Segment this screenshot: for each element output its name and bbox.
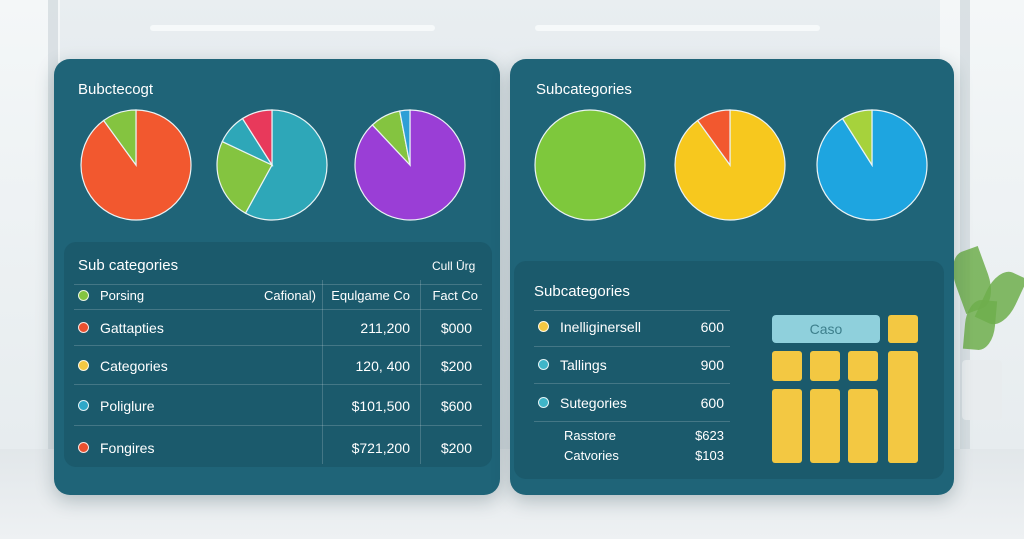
status-dot [78, 322, 89, 333]
subcategory-table: Sub categories Cull Ūrg Porsing Cafional… [64, 242, 492, 467]
bar-block [772, 351, 802, 381]
panel-title: Bubctecogt [78, 81, 154, 98]
plant-pot [962, 360, 1002, 420]
bar-block [810, 351, 840, 381]
footer-value: $623 [695, 428, 724, 443]
list-title: Subcategories [534, 283, 630, 300]
status-dot [78, 400, 89, 411]
table-title: Sub categories [78, 257, 179, 274]
table-header-name: Porsing [100, 288, 145, 303]
ceiling-light [150, 25, 435, 31]
list-item-value: 600 [700, 395, 724, 411]
status-dot [78, 290, 89, 301]
row-col2: $101,500 [351, 398, 410, 414]
list-item-name: Inelliginersell [560, 319, 641, 335]
row-col3: $600 [440, 398, 472, 414]
window-frame [48, 0, 58, 539]
pie-chart-blue [816, 109, 928, 221]
divider [74, 309, 482, 310]
row-name: Fongires [100, 440, 155, 456]
pie-slice [534, 109, 646, 221]
list-item-value: 900 [700, 357, 724, 373]
bar-block [888, 351, 918, 463]
pie-slice [696, 109, 731, 167]
table-header-col3: Fact Co [432, 288, 478, 303]
left-panel: Bubctecogt Sub categories Cull Ūrg Porsi… [54, 59, 500, 495]
row-name: Gattapties [100, 320, 164, 336]
bar-block [772, 389, 802, 463]
status-dot [78, 442, 89, 453]
pie-chart-teal [216, 109, 328, 221]
row-name: Categories [100, 358, 168, 374]
status-dot [538, 321, 549, 332]
column-divider [322, 280, 323, 464]
divider [74, 284, 482, 285]
pie-chart-orange [80, 109, 192, 221]
row-name: Poliglure [100, 398, 155, 414]
table-header-col2: Equlgame Co [331, 288, 410, 303]
divider [534, 310, 730, 311]
status-dot [538, 397, 549, 408]
pie-slice [398, 109, 411, 166]
table-header-col1: Cafional) [263, 288, 316, 303]
bar-block [888, 315, 918, 343]
bar-block [848, 389, 878, 463]
bar-block [848, 351, 878, 381]
row-col2: $721,200 [351, 440, 410, 456]
footer-value: $103 [695, 448, 724, 463]
divider [534, 383, 730, 384]
footer-name: Catvories [564, 448, 619, 463]
row-col2: 211,200 [360, 320, 410, 336]
panel-title: Subcategories [536, 81, 632, 98]
pie-slice [841, 109, 873, 168]
table-corner-label: Cull Ūrg [432, 259, 476, 273]
divider [534, 421, 730, 422]
right-panel: Subcategories Subcategories Inelliginers… [510, 59, 954, 495]
divider [74, 384, 482, 385]
row-col2: 120, 400 [355, 358, 411, 374]
pie-chart-green [534, 109, 646, 221]
list-item-name: Sutegories [560, 395, 627, 411]
column-divider [420, 280, 421, 464]
bar-block [810, 389, 840, 463]
list-item-value: 600 [700, 319, 724, 335]
ceiling-light [535, 25, 820, 31]
row-col3: $200 [440, 358, 472, 374]
row-col3: $200 [440, 440, 472, 456]
status-dot [78, 360, 89, 371]
pie-slice [244, 109, 328, 221]
pie-chart-purple [354, 109, 466, 221]
list-item-name: Tallings [560, 357, 607, 373]
subcategory-list: Subcategories Inelliginersell 600 Tallin… [514, 261, 944, 479]
pie-slice [216, 140, 273, 215]
pie-slice [241, 109, 273, 168]
divider [534, 346, 730, 347]
divider [74, 345, 482, 346]
footer-name: Rasstore [564, 428, 617, 443]
row-col3: $000 [440, 320, 472, 336]
status-dot [538, 359, 549, 370]
pie-chart-yellow [674, 109, 786, 221]
divider [74, 425, 482, 426]
pie-slice [102, 109, 137, 167]
case-button[interactable]: Caso [772, 315, 880, 343]
